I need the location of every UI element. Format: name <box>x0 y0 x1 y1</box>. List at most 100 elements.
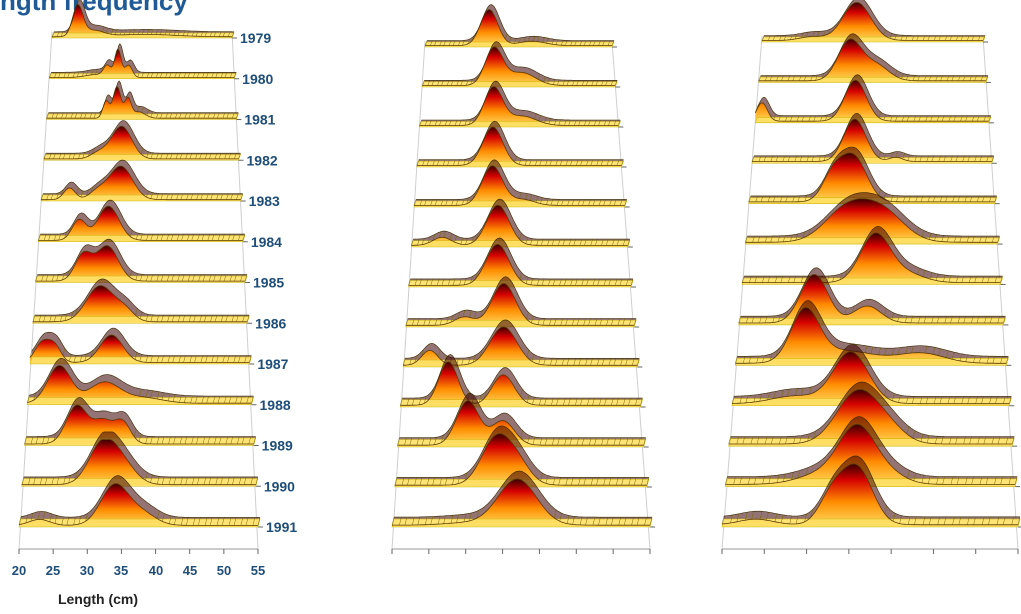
ridge-segment-lines <box>397 430 646 446</box>
ridge-back-outline <box>723 455 1020 518</box>
ridge-back-outline <box>31 327 252 356</box>
ridge-series <box>413 159 628 208</box>
ridge-segment-lines <box>405 310 637 326</box>
ridge-area <box>35 245 245 283</box>
ridge-segment-lines <box>748 186 997 202</box>
ridge-back-face <box>402 354 643 400</box>
ridge-outline <box>394 433 647 486</box>
year-label: 1990 <box>264 478 295 494</box>
ridge-segment-lines <box>408 272 634 286</box>
ridge-area <box>394 433 647 487</box>
ridge-series <box>46 80 239 120</box>
ridge-area <box>419 86 619 127</box>
ridge-series <box>758 33 989 83</box>
ridge-back-outline <box>396 425 649 478</box>
ridge-back-face <box>764 0 985 37</box>
ridge-area <box>725 424 1016 487</box>
ridge-outline <box>400 361 641 406</box>
ridge-series <box>761 0 986 43</box>
ridge-back-outline <box>737 300 1009 357</box>
ridge-series <box>419 80 621 128</box>
ridge-series <box>754 74 992 124</box>
ridge-base-band <box>402 359 640 368</box>
ridge-outline <box>397 400 644 446</box>
ridge-back-outline <box>754 112 994 157</box>
ridge-outline <box>27 365 252 404</box>
ridge-back-outline <box>413 198 630 240</box>
ridge-segment-lines <box>391 509 653 526</box>
ridge-outline <box>419 86 619 126</box>
ridge-segment-lines <box>735 345 1009 364</box>
x-tick-label: 25 <box>46 563 60 578</box>
ridge-back-face <box>43 160 243 195</box>
ridge-segment-lines <box>32 308 250 322</box>
ridge-area <box>392 479 650 527</box>
ridge-area <box>728 389 1013 447</box>
ridge-back-outline <box>757 74 991 116</box>
ridge-outline <box>35 245 245 282</box>
ridge-outline <box>762 2 983 41</box>
ridge-outline <box>754 79 989 122</box>
ridge-outline <box>46 85 237 119</box>
ridge-segment-lines <box>758 69 989 81</box>
ridge-outline <box>422 46 616 86</box>
ridge-back-outline <box>418 120 624 160</box>
ridge-back-face <box>724 455 1020 519</box>
ridge-outline <box>416 126 622 166</box>
ridge-area <box>46 86 237 120</box>
ridge-back-face <box>421 81 621 122</box>
ridge-series <box>43 120 241 161</box>
ridge-back-face <box>427 4 614 42</box>
ridge-back-outline <box>393 470 652 518</box>
frame-right-edge <box>611 40 651 550</box>
ridge-segment-lines <box>51 26 235 37</box>
ridge-area <box>397 400 644 447</box>
ridge-back-face <box>45 120 241 155</box>
ridge-series <box>35 238 248 283</box>
ridge-outline <box>18 483 258 526</box>
ridge-area <box>758 39 986 83</box>
labels-layer: 1979 1980 1981 1982 1983 1984 1985 1986 1987 1988… <box>240 30 297 535</box>
ridge-back-outline <box>747 192 1000 237</box>
ridge-segment-lines <box>725 467 1018 485</box>
ridge-back-face <box>413 199 630 241</box>
ridge-series <box>18 475 261 528</box>
ridge-segment-lines <box>416 153 624 166</box>
ridge-back-outline <box>744 226 1003 277</box>
ridge-back-face <box>407 276 637 321</box>
x-tick-label: 45 <box>183 563 197 578</box>
ridge-series <box>40 159 244 202</box>
ridge-back-outline <box>54 0 234 33</box>
year-label: 1984 <box>251 234 282 250</box>
ridge-back-outline <box>20 475 260 518</box>
x-axis: 20 25 30 35 40 45 50 55 Length (cm) <box>12 563 265 607</box>
ridge-series <box>29 327 252 365</box>
ridge-back-face <box>34 278 250 317</box>
year-label: 1987 <box>257 356 288 372</box>
ridge-segment-lines <box>49 67 237 78</box>
ridge-back-outline <box>760 33 988 76</box>
ridge-back-face <box>48 80 239 114</box>
ridge-series <box>421 41 618 88</box>
frame-right-edge <box>231 31 259 550</box>
year-label: 1983 <box>249 193 280 209</box>
ridge-outline <box>758 38 986 82</box>
year-label: 1981 <box>244 112 275 128</box>
ridge-outline <box>411 204 628 246</box>
ridge-outline <box>721 463 1018 526</box>
ridge-back-face <box>750 147 997 198</box>
ridge-back-face <box>396 425 649 480</box>
ridge-back-face <box>757 74 991 118</box>
x-tick-label: 40 <box>149 563 163 578</box>
ridge-segment-lines <box>43 148 241 159</box>
ridge-series <box>410 198 631 248</box>
ridge-base-band <box>399 399 643 408</box>
ridge-base-band <box>51 32 235 39</box>
ridge-series <box>721 455 1021 528</box>
ridge-series <box>48 43 237 80</box>
ridge-back-face <box>51 43 237 74</box>
ridge-base-band <box>26 397 254 406</box>
ridge-back-face <box>32 328 252 357</box>
ridge-series <box>24 397 257 446</box>
